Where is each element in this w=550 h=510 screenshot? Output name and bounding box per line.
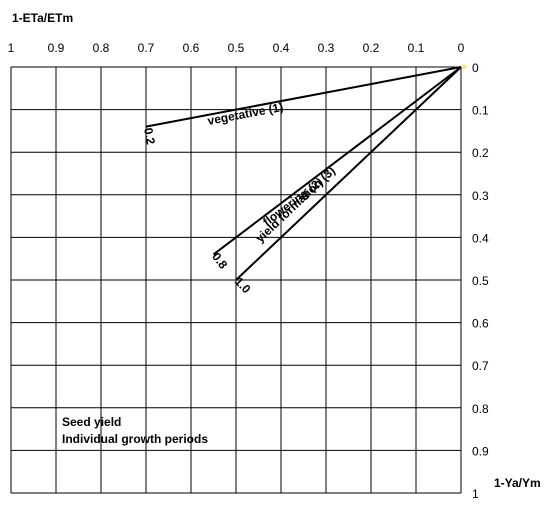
series-name-label: yield formation (3) <box>253 164 338 246</box>
series-end-label: 1.0 <box>232 274 254 296</box>
origin-marker <box>461 64 467 70</box>
x-tick-label: 0.3 <box>318 41 335 55</box>
x-tick-label: 0.4 <box>273 41 290 55</box>
y-tick-label: 1 <box>472 487 479 501</box>
series-end-label: 0.8 <box>209 250 230 272</box>
y-axis-label: 1-Ya/Ym <box>494 476 541 490</box>
y-tick-label: 0.3 <box>472 189 489 203</box>
x-tick-label: 0.6 <box>183 41 200 55</box>
series-line <box>145 66 462 128</box>
x-tick-label: 0.8 <box>93 41 110 55</box>
series-line <box>235 66 462 281</box>
x-tick-label: 0.9 <box>48 41 65 55</box>
x-tick-label: 0 <box>458 41 465 55</box>
y-tick-label: 0.9 <box>472 444 489 458</box>
x-tick-label: 1 <box>8 41 15 55</box>
y-tick-label: 0.6 <box>472 317 489 331</box>
y-tick-label: 0.5 <box>472 274 489 288</box>
series-name-label: vegetative (1) <box>206 100 284 128</box>
x-tick-labels: 1 0.9 0.8 0.7 0.6 0.5 0.4 0.3 0.2 0.1 0 <box>8 41 465 55</box>
y-tick-label: 0 <box>472 61 479 75</box>
x-axis-label: 1-ETa/ETm <box>12 11 73 25</box>
x-tick-label: 0.5 <box>228 41 245 55</box>
y-tick-label: 0.1 <box>472 104 489 118</box>
series-end-label: 0.2 <box>141 127 158 146</box>
y-tick-label: 0.7 <box>472 359 489 373</box>
annotation-seed-yield: Seed yield <box>62 415 121 429</box>
y-tick-label: 0.8 <box>472 402 489 416</box>
x-tick-label: 0.1 <box>408 41 425 55</box>
y-tick-label: 0.2 <box>472 146 489 160</box>
y-tick-label: 0.4 <box>472 231 489 245</box>
x-tick-label: 0.7 <box>138 41 155 55</box>
annotation-growth-periods: Individual growth periods <box>62 432 208 446</box>
x-tick-label: 0.2 <box>363 41 380 55</box>
y-tick-labels: 0 0.1 0.2 0.3 0.4 0.5 0.6 0.7 0.8 0.9 1 <box>472 61 489 501</box>
series-line <box>212 66 462 256</box>
